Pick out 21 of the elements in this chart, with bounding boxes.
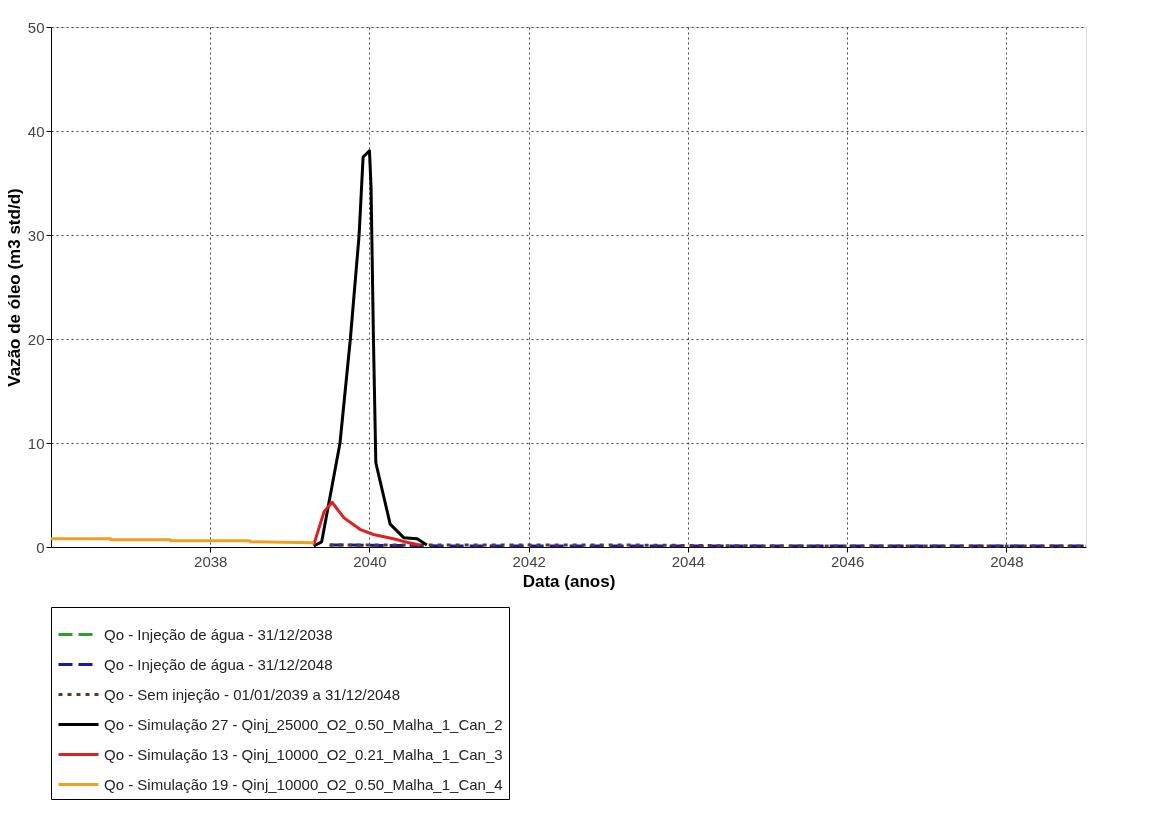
legend-label: Qo - Simulação 19 - Qinj_10000_O2_0.50_Malha_1_Can_4	[104, 775, 503, 793]
legend-label: Qo - Sem injeção - 01/01/2039 a 31/12/2048	[104, 685, 401, 703]
x-axis-title: Data (anos)	[522, 571, 616, 591]
legend-label: Qo - Injeção de água - 31/12/2038	[104, 625, 333, 643]
legend-label: Qo - Simulação 27 - Qinj_25000_O2_0.50_Malha_1_Can_2	[104, 715, 503, 733]
x-tick-label: 2042	[512, 552, 546, 570]
y-tick-label: 0	[36, 538, 45, 556]
x-tick-label: 2044	[671, 552, 706, 570]
line-series	[312, 500, 422, 547]
y-axis-title: Vazão de óleo (m3 std/d)	[4, 188, 24, 387]
y-tick-label: 50	[27, 18, 45, 36]
legend-label: Qo - Injeção de água - 31/12/2048	[104, 655, 333, 673]
x-tick-label: 2046	[830, 552, 865, 570]
y-tick-label: 40	[27, 122, 45, 140]
x-tick-label: 2048	[990, 552, 1024, 570]
x-tick-label: 2040	[353, 552, 387, 570]
x-tick-label: 2038	[194, 552, 228, 570]
legend-label: Qo - Simulação 13 - Qinj_10000_O2_0.21_Malha_1_Can_3	[104, 745, 503, 763]
y-tick-label: 10	[27, 434, 45, 452]
y-tick-label: 30	[27, 226, 45, 244]
y-tick-label: 20	[27, 330, 45, 348]
